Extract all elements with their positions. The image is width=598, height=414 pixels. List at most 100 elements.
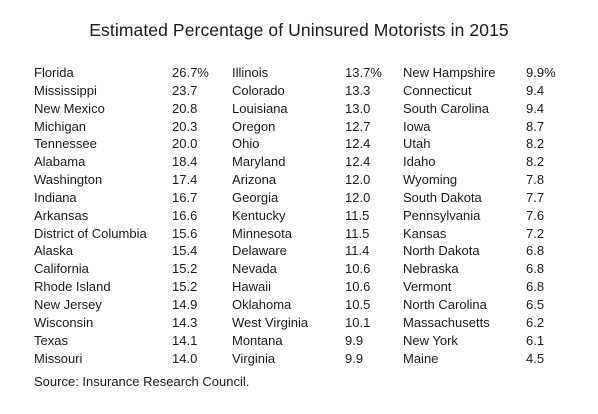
state-name: Minnesota — [232, 225, 292, 241]
uninsured-percentage: 18.4 — [172, 154, 198, 170]
state-name: Georgia — [232, 189, 279, 205]
uninsured-percentage: 6.1 — [526, 332, 545, 348]
uninsured-percentage: 9.9 — [345, 350, 364, 366]
uninsured-percentage: 20.0 — [172, 136, 198, 152]
state-name: Arizona — [232, 172, 277, 188]
state-name: Maine — [403, 350, 439, 366]
uninsured-percentage: 15.6 — [172, 225, 198, 241]
state-name: Connecticut — [403, 82, 472, 98]
uninsured-percentage: 14.9 — [172, 296, 198, 312]
uninsured-percentage: 11.5 — [345, 207, 370, 223]
uninsured-percentage: 12.4 — [345, 154, 371, 170]
state-name: Rhode Island — [34, 279, 111, 295]
uninsured-percentage: 9.9% — [526, 65, 556, 80]
uninsured-percentage: 6.8 — [526, 279, 545, 295]
state-name: Missouri — [34, 350, 83, 366]
state-name: Tennessee — [34, 136, 97, 152]
uninsured-percentage: 20.3 — [172, 118, 198, 134]
uninsured-percentage: 26.7% — [172, 65, 209, 80]
uninsured-percentage: 10.6 — [345, 261, 371, 277]
state-name: Alaska — [34, 243, 74, 259]
state-name: South Carolina — [403, 100, 489, 116]
uninsured-percentage: 6.8 — [526, 261, 545, 277]
state-name: New York — [403, 332, 458, 348]
state-name: Delaware — [232, 243, 287, 259]
uninsured-percentage: 9.9 — [345, 332, 364, 348]
uninsured-percentage: 8.7 — [526, 118, 545, 134]
state-name: North Carolina — [403, 296, 487, 312]
state-name: Indiana — [34, 189, 77, 205]
state-name: Montana — [232, 332, 283, 348]
state-name: Iowa — [403, 118, 431, 134]
uninsured-percentage: 16.6 — [172, 207, 198, 223]
state-name: Massachusetts — [403, 314, 490, 330]
state-name: South Dakota — [403, 189, 482, 205]
uninsured-percentage: 10.6 — [345, 279, 371, 295]
uninsured-percentage: 15.4 — [172, 243, 198, 259]
state-name: California — [34, 261, 89, 277]
uninsured-percentage: 10.5 — [345, 296, 371, 312]
state-name: Oklahoma — [232, 296, 292, 312]
uninsured-percentage: 13.3 — [345, 82, 371, 98]
state-name: Utah — [403, 136, 431, 152]
state-name: New Mexico — [34, 100, 105, 116]
uninsured-percentage: 12.4 — [345, 136, 371, 152]
uninsured-percentage: 9.4 — [526, 82, 545, 98]
uninsured-percentage: 6.5 — [526, 296, 545, 312]
state-name: Michigan — [34, 118, 87, 134]
state-name: Texas — [34, 332, 68, 348]
state-name: Arkansas — [34, 207, 89, 223]
state-name: Hawaii — [232, 279, 272, 295]
uninsured-percentage: 10.1 — [345, 314, 371, 330]
uninsured-percentage: 8.2 — [526, 136, 545, 152]
state-name: Maryland — [232, 154, 286, 170]
uninsured-percentage: 12.0 — [345, 189, 371, 205]
uninsured-percentage: 15.2 — [172, 261, 198, 277]
uninsured-percentage: 15.2 — [172, 279, 198, 295]
state-name: Mississippi — [34, 82, 97, 98]
page-title: Estimated Percentage of Uninsured Motori… — [89, 20, 509, 40]
uninsured-percentage: 14.1 — [172, 332, 198, 348]
uninsured-percentage: 7.7 — [526, 189, 545, 205]
uninsured-percentage: 16.7 — [172, 189, 198, 205]
state-name: Florida — [34, 65, 74, 80]
source-note: Source: Insurance Research Council. — [34, 374, 250, 389]
state-name: New Jersey — [34, 296, 102, 312]
state-name: Ohio — [232, 136, 260, 152]
uninsured-percentage: 23.7 — [172, 82, 198, 98]
uninsured-percentage: 8.2 — [526, 154, 545, 170]
state-name: Kansas — [403, 225, 447, 241]
state-name: Colorado — [232, 82, 285, 98]
uninsured-percentage: 4.5 — [526, 350, 545, 366]
uninsured-percentage: 7.8 — [526, 172, 545, 188]
state-name: Nevada — [232, 261, 277, 277]
state-name: Washington — [34, 172, 103, 188]
state-name: New Hampshire — [403, 65, 496, 80]
state-name: Virginia — [232, 350, 276, 366]
state-name: West Virginia — [232, 314, 309, 330]
uninsured-percentage: 6.2 — [526, 314, 545, 330]
uninsured-percentage: 13.0 — [345, 100, 371, 116]
state-name: North Dakota — [403, 243, 480, 259]
state-name: Oregon — [232, 118, 276, 134]
uninsured-percentage: 17.4 — [172, 172, 198, 188]
state-name: Vermont — [403, 279, 452, 295]
uninsured-percentage: 11.5 — [345, 225, 370, 241]
uninsured-percentage: 7.6 — [526, 207, 545, 223]
uninsured-percentage: 20.8 — [172, 100, 198, 116]
state-name: Illinois — [232, 65, 269, 80]
uninsured-percentage: 7.2 — [526, 225, 545, 241]
uninsured-percentage: 11.4 — [345, 243, 370, 259]
state-name: Nebraska — [403, 261, 459, 277]
uninsured-percentage: 6.8 — [526, 243, 545, 259]
state-name: Wisconsin — [34, 314, 94, 330]
uninsured-percentage: 14.0 — [172, 350, 198, 366]
uninsured-percentage: 13.7% — [345, 65, 382, 80]
state-name: Louisiana — [232, 100, 288, 116]
state-name: Kentucky — [232, 207, 286, 223]
state-name: District of Columbia — [34, 225, 147, 241]
uninsured-percentage: 9.4 — [526, 100, 545, 116]
uninsured-percentage: 14.3 — [172, 314, 198, 330]
state-name: Wyoming — [403, 172, 458, 188]
uninsured-percentage: 12.7 — [345, 118, 371, 134]
